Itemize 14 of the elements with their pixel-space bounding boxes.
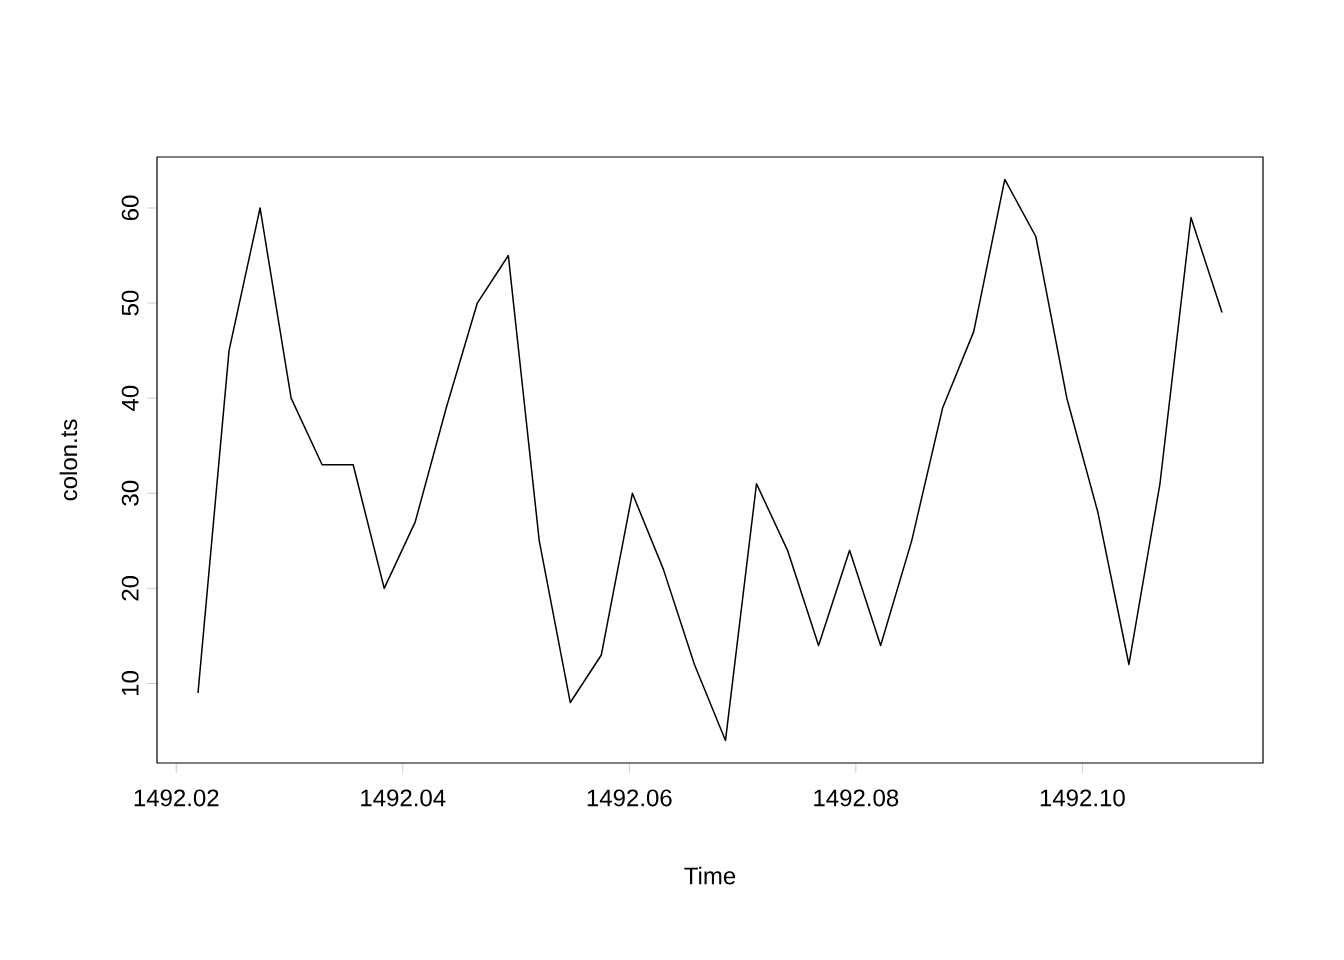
y-tick-label: 50 [121, 290, 139, 316]
x-tick-label: 1492.02 [134, 789, 219, 807]
y-tick-label: 40 [121, 385, 139, 411]
y-tick-label: 60 [121, 195, 139, 221]
x-tick-label: 1492.08 [814, 789, 899, 807]
y-tick-label: 20 [121, 575, 139, 601]
y-tick-label: 10 [121, 671, 139, 696]
y-axis-title: colon.ts [59, 419, 78, 501]
line-series [197, 178, 1223, 742]
x-tick-label: 1492.10 [1040, 789, 1125, 807]
y-tick-label: 30 [121, 480, 139, 506]
x-tick-label: 1492.04 [361, 789, 446, 807]
x-axis-title: Time [684, 866, 736, 885]
x-tick-label: 1492.06 [587, 789, 672, 807]
